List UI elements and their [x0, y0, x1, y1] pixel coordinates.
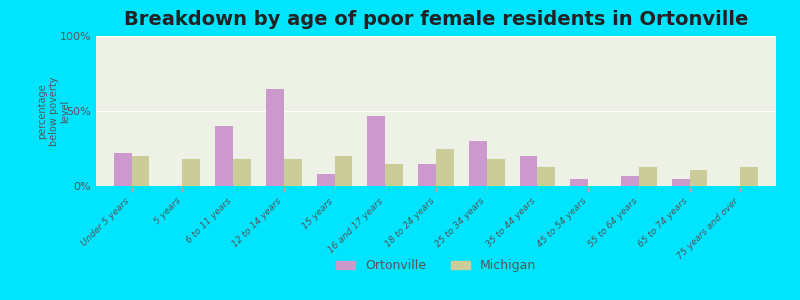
Bar — [622, 176, 639, 186]
Bar — [367, 116, 386, 186]
Bar — [538, 167, 555, 186]
Title: Breakdown by age of poor female residents in Ortonville: Breakdown by age of poor female resident… — [124, 10, 748, 29]
Bar — [436, 148, 454, 186]
Bar — [284, 159, 302, 186]
Bar — [334, 156, 352, 186]
Bar — [233, 159, 250, 186]
Legend: Ortonville, Michigan: Ortonville, Michigan — [331, 254, 541, 277]
Bar — [469, 141, 486, 186]
Bar — [266, 88, 284, 186]
Bar — [386, 164, 403, 186]
Bar — [690, 169, 707, 186]
Bar — [672, 178, 690, 186]
Bar — [741, 167, 758, 186]
Bar — [114, 153, 131, 186]
Bar — [418, 164, 436, 186]
Bar — [520, 156, 538, 186]
Bar — [215, 126, 233, 186]
Bar — [639, 167, 657, 186]
Y-axis label: percentage
below poverty
level: percentage below poverty level — [38, 76, 70, 146]
Bar — [317, 174, 334, 186]
Bar — [131, 156, 150, 186]
Bar — [486, 159, 505, 186]
Bar — [182, 159, 200, 186]
Bar — [570, 178, 588, 186]
